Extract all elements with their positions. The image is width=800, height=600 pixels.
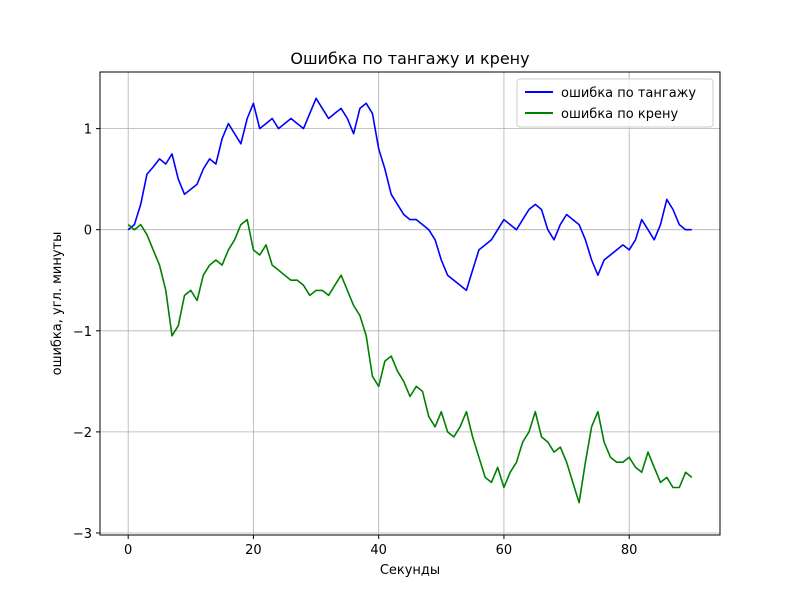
roll-error-line bbox=[127, 218, 693, 504]
legend-label-pitch: ошибка по тангажу bbox=[561, 86, 696, 101]
axis-ticks: 0 20 40 60 80 1 0 −1 −2 −3 bbox=[73, 123, 638, 558]
y-tick-label: −2 bbox=[73, 426, 92, 441]
chart-title: Ошибка по тангажу и крену bbox=[290, 49, 529, 68]
x-tick-label: 0 bbox=[124, 543, 132, 558]
y-tick-label: −1 bbox=[73, 325, 92, 340]
plot-area-frame bbox=[99, 71, 721, 536]
x-tick-label: 40 bbox=[370, 543, 387, 558]
pitch-error-line bbox=[127, 97, 692, 292]
x-axis-title: Секунды bbox=[380, 563, 440, 578]
legend: ошибка по тангажу ошибка по крену bbox=[516, 78, 714, 128]
x-tick-label: 80 bbox=[621, 543, 638, 558]
x-tick-label: 60 bbox=[496, 543, 513, 558]
y-tick-label: 1 bbox=[84, 123, 92, 138]
legend-label-roll: ошибка по крену bbox=[561, 107, 678, 122]
x-tick-label: 20 bbox=[245, 543, 262, 558]
y-axis-title: ошибка, угл. минуты bbox=[50, 232, 65, 376]
legend-box bbox=[516, 78, 714, 128]
y-tick-label: 0 bbox=[84, 224, 92, 239]
plot-lines bbox=[127, 97, 693, 504]
y-tick-label: −3 bbox=[73, 527, 92, 542]
